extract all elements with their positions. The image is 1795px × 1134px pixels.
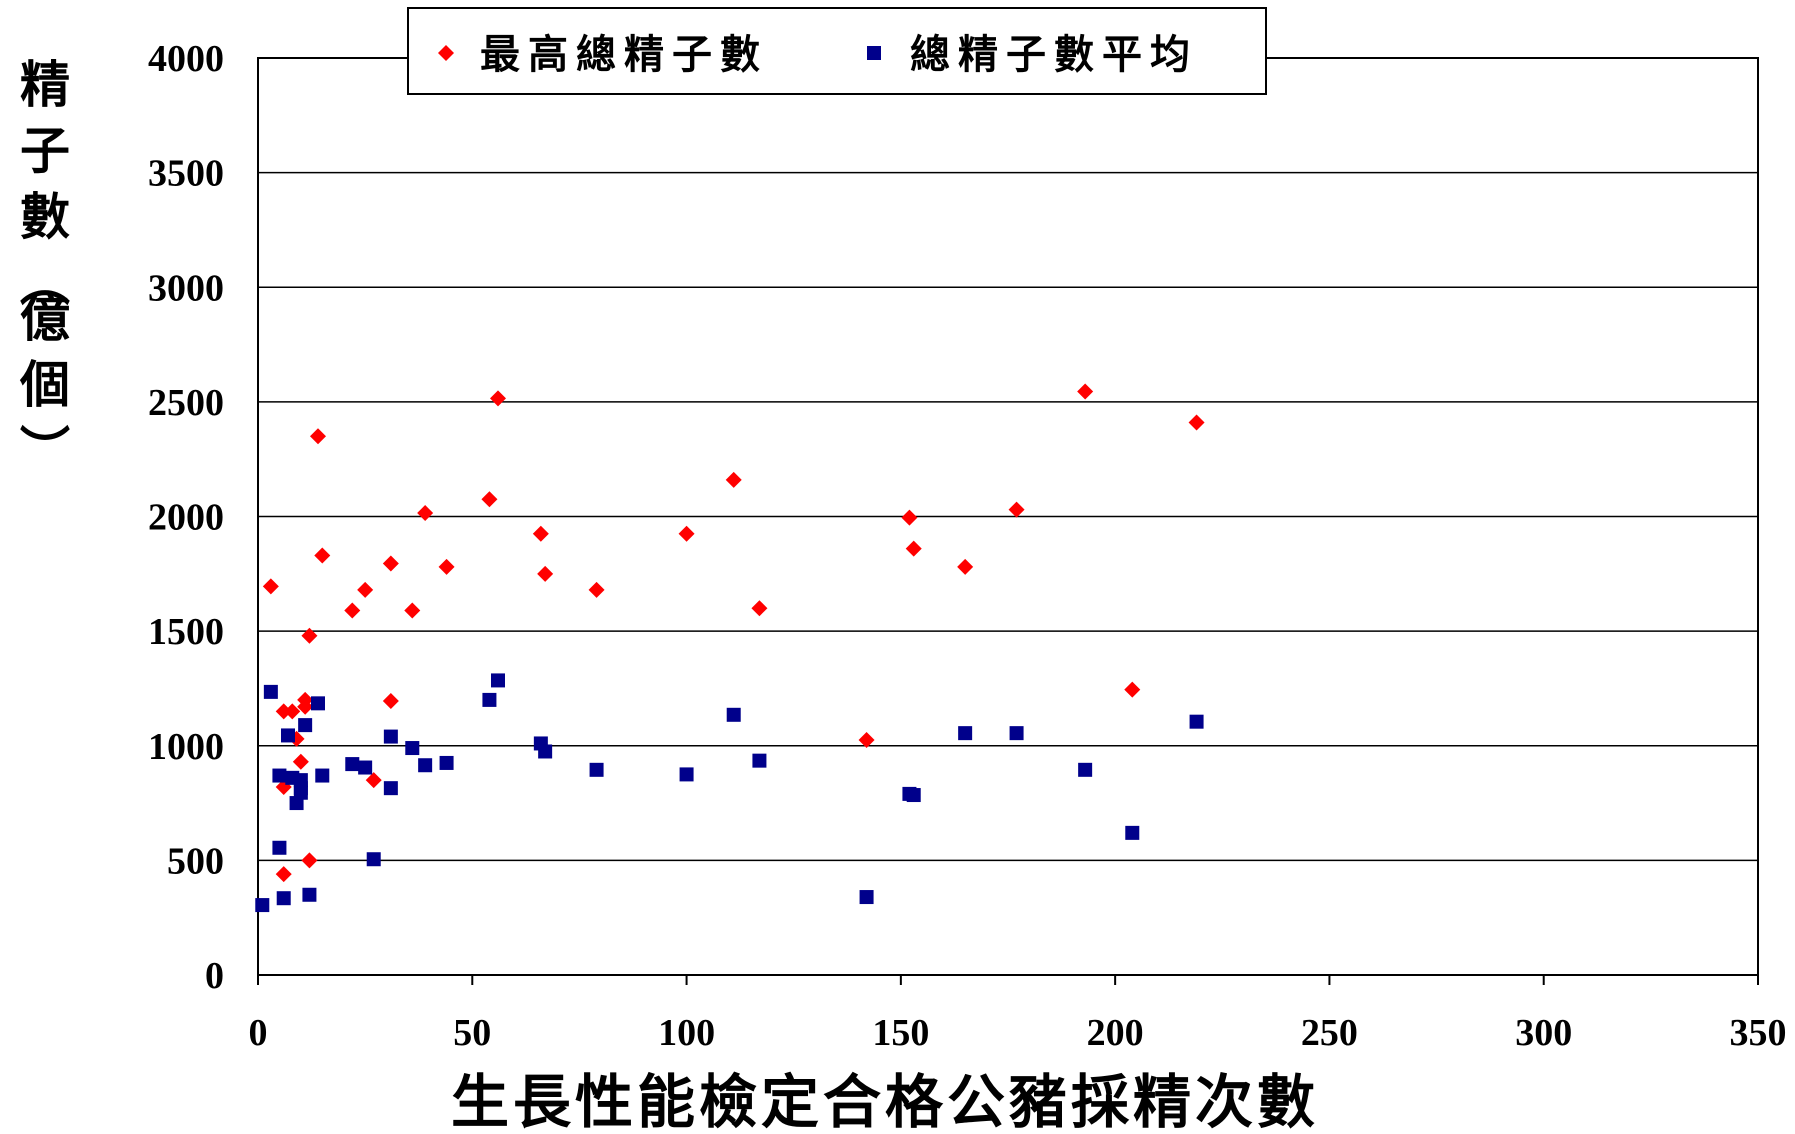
point-max-total-sperm (1124, 681, 1141, 698)
point-average-total-sperm (752, 753, 767, 768)
point-max-total-sperm (725, 471, 742, 488)
x-tick-label: 0 (249, 1012, 268, 1054)
point-average-total-sperm (272, 840, 287, 855)
point-average-total-sperm (1189, 714, 1204, 729)
y-tick-label: 2000 (148, 497, 224, 539)
point-average-total-sperm (1125, 825, 1140, 840)
legend-label-average-total-sperm: 總精子數平均 (910, 31, 1198, 78)
x-tick-label: 350 (1730, 1012, 1787, 1054)
point-average-total-sperm (255, 898, 270, 913)
point-max-total-sperm (404, 602, 421, 619)
x-tick-label: 250 (1301, 1012, 1358, 1054)
point-average-total-sperm (276, 891, 291, 906)
legend-label-max-total-sperm: 最高總精子數 (480, 31, 768, 78)
y-tick-label: 4000 (148, 38, 224, 80)
x-axis-ticks: 0 50 100 150 200 250 300 350 (249, 975, 1787, 1054)
point-max-total-sperm (344, 602, 361, 619)
point-average-total-sperm (405, 741, 420, 756)
legend: 最高總精子數 總精子數平均 (407, 7, 1267, 95)
point-max-total-sperm (310, 428, 326, 445)
point-max-total-sperm (751, 600, 768, 617)
x-tick-label: 300 (1515, 1012, 1572, 1054)
y-tick-label: 1000 (148, 726, 224, 768)
legend-marker-max-total-sperm (438, 45, 454, 61)
point-max-total-sperm (532, 525, 549, 542)
point-average-total-sperm (383, 781, 398, 796)
point-max-total-sperm (678, 525, 695, 542)
point-average-total-sperm (358, 760, 373, 775)
point-average-total-sperm (311, 696, 325, 711)
gridlines (258, 171, 1758, 862)
x-axis-title: 生長性能檢定合格公豬採精次數 (451, 1068, 1319, 1134)
point-max-total-sperm (858, 732, 875, 749)
point-max-total-sperm (301, 852, 318, 869)
point-average-total-sperm (315, 768, 330, 783)
point-max-total-sperm (588, 581, 605, 598)
point-max-total-sperm (438, 558, 455, 575)
x-tick-label: 150 (872, 1012, 929, 1054)
point-max-total-sperm (382, 693, 399, 710)
point-max-total-sperm (314, 547, 331, 564)
data-points (255, 383, 1205, 913)
point-average-total-sperm (1009, 726, 1024, 741)
point-average-total-sperm (418, 758, 433, 773)
point-average-total-sperm (906, 788, 921, 803)
y-tick-label: 3500 (148, 153, 224, 195)
x-tick-label: 100 (658, 1012, 715, 1054)
point-max-total-sperm (1077, 383, 1094, 400)
point-average-total-sperm (482, 692, 497, 707)
point-average-total-sperm (263, 684, 278, 699)
point-average-total-sperm (345, 757, 360, 772)
point-max-total-sperm (957, 558, 974, 575)
point-average-total-sperm (366, 852, 381, 867)
legend-box (407, 7, 1267, 95)
point-max-total-sperm (1188, 414, 1205, 431)
point-average-total-sperm (538, 744, 553, 759)
point-max-total-sperm (490, 390, 506, 407)
x-tick-label: 200 (1087, 1012, 1144, 1054)
point-average-total-sperm (281, 728, 295, 743)
point-max-total-sperm (292, 753, 309, 770)
y-axis-ticks: 0 500 1000 1500 2000 2500 3000 3500 4000 (148, 38, 224, 997)
y-tick-label: 1500 (148, 611, 224, 653)
point-max-total-sperm (901, 509, 918, 526)
legend-marker-average-total-sperm (867, 46, 881, 60)
point-average-total-sperm (272, 768, 287, 783)
point-max-total-sperm (284, 703, 301, 720)
point-average-total-sperm (383, 729, 398, 744)
y-tick-label: 500 (167, 840, 224, 882)
point-average-total-sperm (491, 673, 505, 688)
point-average-total-sperm (958, 726, 973, 741)
point-max-total-sperm (365, 772, 382, 789)
y-tick-label: 3000 (148, 267, 224, 309)
point-max-total-sperm (357, 581, 374, 598)
point-average-total-sperm (859, 890, 874, 905)
y-tick-label: 0 (205, 955, 224, 997)
point-max-total-sperm (275, 866, 292, 883)
point-max-total-sperm (1008, 501, 1025, 518)
point-max-total-sperm (297, 698, 314, 715)
point-max-total-sperm (262, 578, 279, 595)
point-max-total-sperm (275, 703, 292, 720)
point-average-total-sperm (293, 785, 308, 800)
point-average-total-sperm (1078, 762, 1093, 777)
point-average-total-sperm (439, 755, 454, 770)
point-max-total-sperm (301, 627, 318, 644)
point-max-total-sperm (417, 505, 434, 522)
x-tick-label: 50 (453, 1012, 491, 1054)
point-average-total-sperm (726, 707, 741, 722)
point-average-total-sperm (589, 762, 604, 777)
point-max-total-sperm (537, 565, 554, 582)
point-average-total-sperm (298, 718, 313, 733)
y-axis-title: 精子數︵億個︶ (19, 55, 70, 480)
point-max-total-sperm (382, 555, 399, 572)
point-average-total-sperm (679, 767, 694, 782)
y-tick-label: 2500 (148, 382, 224, 424)
point-max-total-sperm (481, 491, 498, 508)
point-average-total-sperm (302, 887, 317, 902)
point-max-total-sperm (905, 540, 922, 557)
